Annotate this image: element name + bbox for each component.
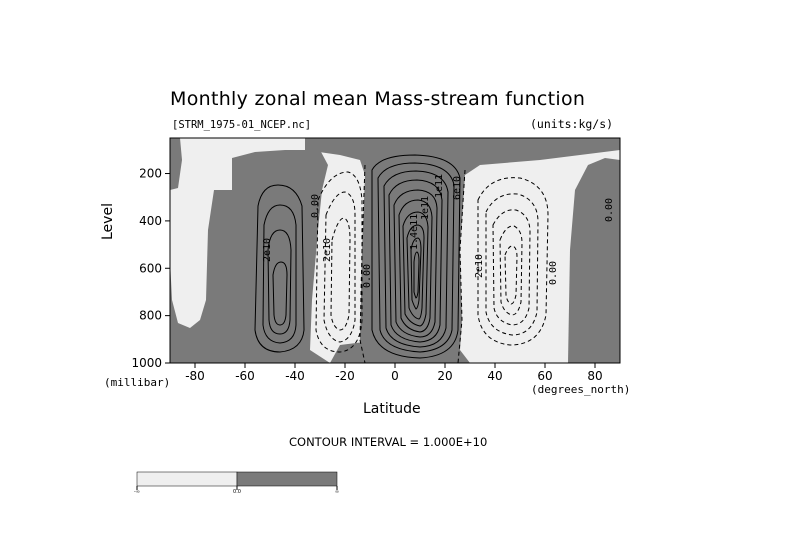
y-tick-label: 1000 <box>131 356 162 370</box>
north-neg-contour-3 <box>492 209 531 326</box>
x-tick-label: 40 <box>487 369 502 383</box>
central-contour-2 <box>377 162 455 353</box>
south-neg-contour-1 <box>315 171 363 353</box>
positive-region-bottom <box>330 340 470 363</box>
central-contour-10 <box>413 251 420 299</box>
south-neg-contour-2 <box>323 191 356 343</box>
south-cell-contours <box>254 184 305 353</box>
y-tick-label: 200 <box>139 167 162 181</box>
x-axis-label: Latitude <box>363 401 421 417</box>
contour-label-south-2e10: 2e10 <box>262 238 273 262</box>
south-neg-contour-3 <box>330 217 351 331</box>
positive-region-top-edge <box>170 138 182 190</box>
contour-label-central-1e11-b: 1e11 <box>434 174 445 198</box>
x-tick-label: 0 <box>391 369 399 383</box>
south-contour-1 <box>254 184 305 353</box>
y-tick-label: 600 <box>139 261 162 275</box>
contour-label-northpole-zero: 0.00 <box>604 198 615 222</box>
south-negative-contours <box>315 171 363 353</box>
x-tick-label: 80 <box>587 369 602 383</box>
central-contour-6 <box>398 199 433 333</box>
central-contour-3 <box>383 170 449 348</box>
colorbar-negative-swatch <box>136 471 238 487</box>
y-tick-label: 400 <box>139 214 162 228</box>
contour-interval-label: CONTOUR INTERVAL = 1.000E+10 <box>289 435 488 449</box>
central-contour-9 <box>410 237 422 310</box>
central-contour-5 <box>393 189 438 338</box>
y-tick-label: 800 <box>139 309 162 323</box>
south-contour-3 <box>267 229 292 335</box>
contour-label-central-6e10: 6e10 <box>452 176 463 200</box>
zero-contour-central-right <box>457 169 466 363</box>
south-contour-4 <box>272 261 288 326</box>
file-label: [STRM_1975-01_NCEP.nc] <box>172 119 312 131</box>
contour-label-south-zero: 0.00 <box>310 194 321 218</box>
central-cell-contours <box>371 154 461 359</box>
x-tick-label: -80 <box>185 369 205 383</box>
x-tick-label: -40 <box>285 369 305 383</box>
contour-label-north-zero: 0.00 <box>548 261 559 285</box>
north-negative-contours <box>477 177 549 346</box>
central-contour-4 <box>388 179 443 343</box>
zero-contours <box>359 164 466 363</box>
colorbar-label-min: -∞ <box>134 489 140 495</box>
y-unit-label: (millibar) <box>104 376 171 389</box>
x-axis-ticks: -80 -60 -40 -20 0 20 40 60 80 <box>185 363 603 383</box>
contour-label-central-1e11-a: 1e11 <box>420 196 431 220</box>
north-neg-contour-2 <box>485 193 539 336</box>
zero-contour-central-left <box>359 164 366 363</box>
colorbar-positive-swatch <box>236 471 338 487</box>
contour-labels: 2e10 0.00 2e10 0.00 1.4e11 1e11 1e11 6e1… <box>262 174 615 288</box>
y-axis-ticks: 200 400 600 800 1000 <box>131 167 170 370</box>
colorbar-label-zero: 0.0 <box>233 489 241 495</box>
x-unit-label: (degrees_north) <box>531 383 631 396</box>
contour-label-north-2e10: 2e10 <box>474 254 485 278</box>
contour-label-central-zero: 0.00 <box>362 264 373 288</box>
central-contour-8 <box>406 224 425 320</box>
central-contour-7 <box>402 211 429 327</box>
north-neg-contour-5 <box>504 245 518 305</box>
colorbar: -∞ 0.0 ∞ <box>134 471 339 495</box>
central-contour-1 <box>371 154 461 359</box>
x-tick-label: 60 <box>537 369 552 383</box>
contour-label-south-neg-2e10: 2e10 <box>322 238 333 262</box>
south-contour-2 <box>262 204 297 344</box>
positive-region-north <box>568 158 620 363</box>
contour-label-central-1.4e11: 1.4e11 <box>409 214 420 250</box>
north-neg-contour-4 <box>499 225 523 316</box>
north-neg-contour-1 <box>477 177 549 346</box>
x-tick-label: -20 <box>335 369 355 383</box>
colorbar-label-max: ∞ <box>335 489 339 495</box>
chart-title: Monthly zonal mean Mass-stream function <box>170 88 586 110</box>
units-label: (units:kg/s) <box>530 117 614 131</box>
x-tick-label: 20 <box>437 369 452 383</box>
x-tick-label: -60 <box>235 369 255 383</box>
